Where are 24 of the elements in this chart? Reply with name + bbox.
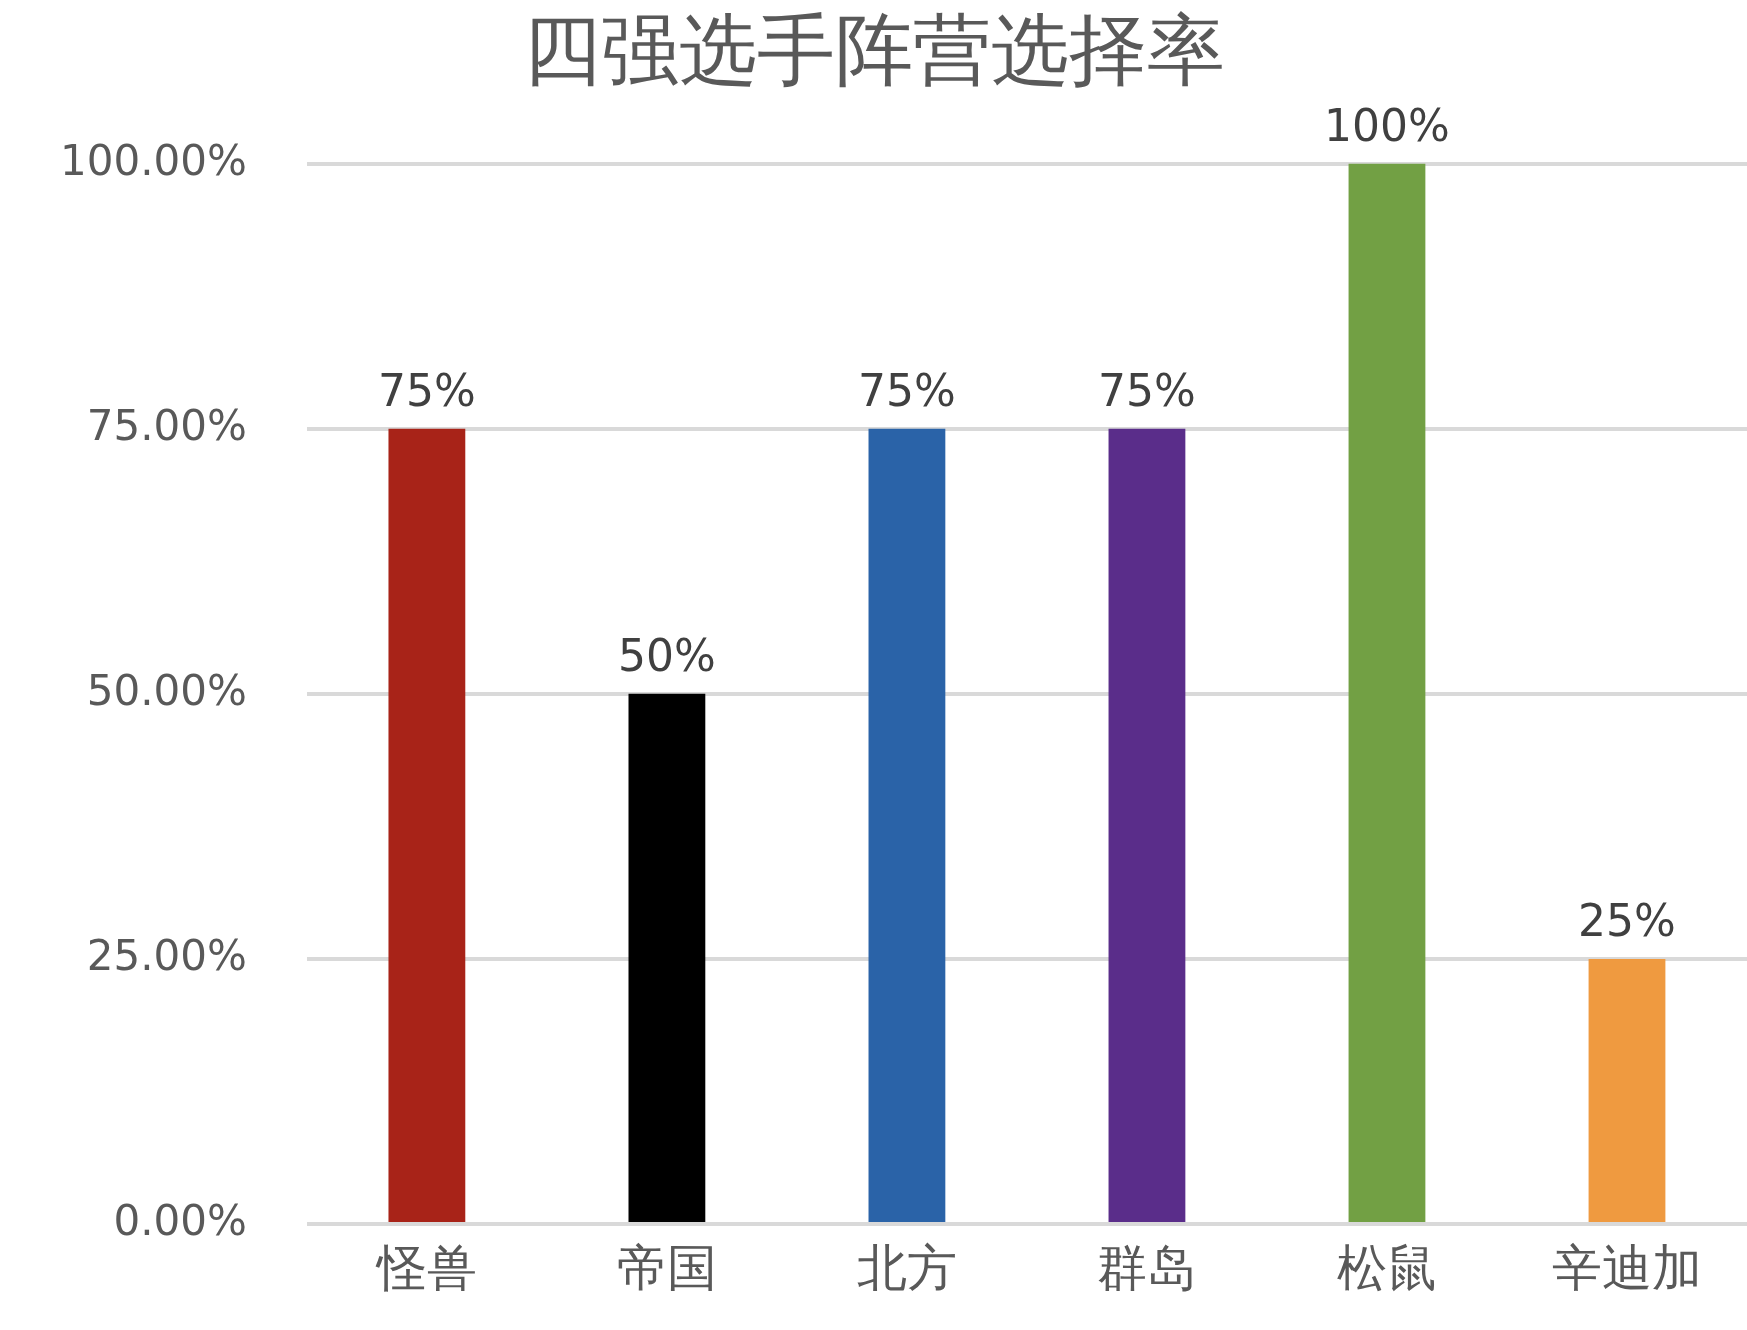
y-tick-label: 25.00% (86, 930, 247, 980)
chart-title: 四强选手阵营选择率 (522, 5, 1225, 96)
y-tick-label: 75.00% (86, 400, 247, 450)
data-label: 50% (618, 630, 716, 682)
data-label: 100% (1324, 100, 1450, 152)
bar (1108, 428, 1186, 1222)
y-tick-label: 100.00% (59, 135, 247, 185)
x-tick-label: 帝国 (616, 1238, 717, 1297)
bar (1588, 958, 1666, 1222)
x-tick-label: 北方 (856, 1238, 957, 1297)
x-tick-label: 群岛 (1096, 1238, 1197, 1297)
data-label: 75% (377, 365, 476, 417)
data-label: 75% (858, 365, 956, 417)
data-label: 25% (1578, 895, 1676, 947)
y-tick-label: 0.00% (113, 1195, 247, 1245)
x-tick-label: 松鼠 (1336, 1238, 1437, 1297)
bar (388, 428, 466, 1222)
bar (628, 693, 706, 1222)
y-tick-label: 50.00% (86, 665, 247, 715)
bar (868, 428, 946, 1222)
bar (1348, 163, 1426, 1222)
x-tick-label: 怪兽 (374, 1238, 477, 1297)
x-tick-label: 辛迪加 (1551, 1238, 1702, 1297)
data-label: 75% (1098, 365, 1196, 417)
